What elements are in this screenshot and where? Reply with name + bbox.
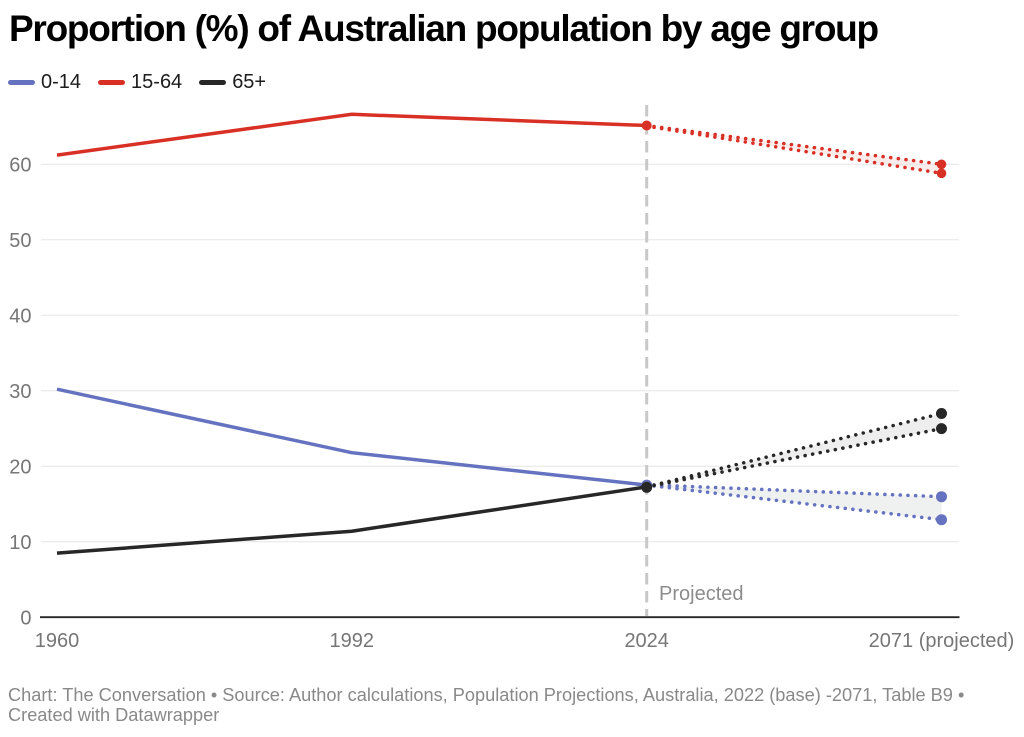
svg-text:50: 50 xyxy=(9,230,31,252)
svg-text:10: 10 xyxy=(9,532,31,554)
svg-text:1960: 1960 xyxy=(35,630,80,652)
svg-text:1992: 1992 xyxy=(330,630,375,652)
svg-text:0: 0 xyxy=(20,607,31,629)
svg-text:Projected: Projected xyxy=(659,583,744,605)
svg-text:30: 30 xyxy=(9,381,31,403)
svg-text:2024: 2024 xyxy=(624,630,669,652)
svg-text:20: 20 xyxy=(9,456,31,478)
svg-text:40: 40 xyxy=(9,305,31,327)
svg-text:2071 (projected): 2071 (projected) xyxy=(869,630,1015,652)
svg-text:60: 60 xyxy=(9,154,31,176)
